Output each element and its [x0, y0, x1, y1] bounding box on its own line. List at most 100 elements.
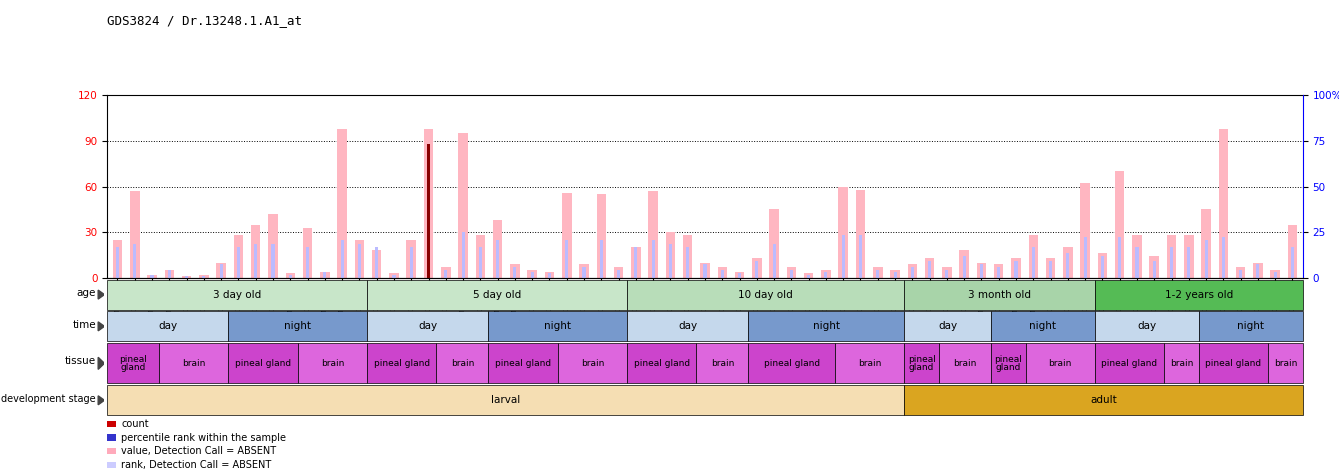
Bar	[1218, 129, 1228, 278]
Bar	[1188, 247, 1190, 278]
Bar	[427, 214, 430, 278]
Bar	[703, 264, 707, 278]
Text: value, Detection Call = ABSENT: value, Detection Call = ABSENT	[122, 446, 276, 456]
Bar	[1046, 258, 1055, 278]
Bar	[565, 240, 568, 278]
Bar	[963, 256, 965, 278]
Bar	[1268, 343, 1303, 383]
Bar	[254, 244, 257, 278]
Bar	[150, 275, 154, 278]
Bar	[458, 133, 467, 278]
Bar	[367, 311, 489, 341]
Bar	[648, 191, 657, 278]
Bar	[200, 275, 209, 278]
Bar	[323, 272, 327, 278]
Text: pineal gland: pineal gland	[374, 359, 430, 368]
Bar	[1098, 254, 1107, 278]
Bar	[372, 250, 382, 278]
Bar	[475, 235, 485, 278]
Bar	[825, 272, 828, 278]
Bar	[753, 258, 762, 278]
Bar	[928, 261, 931, 278]
Bar	[530, 272, 534, 278]
Bar	[718, 267, 727, 278]
Text: night: night	[1237, 321, 1264, 331]
Bar	[1032, 247, 1035, 278]
Bar	[1095, 280, 1303, 310]
Bar	[1101, 256, 1103, 278]
Text: brain: brain	[858, 359, 881, 368]
Text: brain: brain	[1170, 359, 1193, 368]
Bar	[1066, 254, 1070, 278]
Bar	[1063, 247, 1073, 278]
Bar	[297, 343, 367, 383]
Bar	[773, 244, 775, 278]
Bar	[1166, 235, 1176, 278]
Bar	[545, 272, 554, 278]
Bar	[1015, 261, 1018, 278]
Bar	[107, 420, 116, 427]
Bar	[358, 244, 362, 278]
Text: adult: adult	[1090, 395, 1117, 405]
Bar	[945, 270, 948, 278]
Bar	[670, 244, 672, 278]
Bar	[495, 240, 499, 278]
Bar	[167, 270, 171, 278]
Bar	[116, 247, 119, 278]
Bar	[652, 240, 655, 278]
Bar	[1205, 240, 1208, 278]
Bar	[237, 247, 240, 278]
Bar	[600, 240, 603, 278]
Text: pineal
gland: pineal gland	[119, 355, 147, 372]
Bar	[738, 273, 740, 278]
Bar	[683, 235, 692, 278]
Bar	[272, 244, 274, 278]
Bar	[1256, 264, 1260, 278]
Text: brain: brain	[1048, 359, 1073, 368]
Text: 5 day old: 5 day old	[473, 290, 521, 300]
Bar	[976, 263, 987, 278]
Bar	[842, 235, 845, 278]
Bar	[755, 261, 758, 278]
Bar	[528, 270, 537, 278]
Bar	[613, 267, 624, 278]
Bar	[1095, 343, 1164, 383]
Bar	[513, 267, 517, 278]
Bar	[375, 247, 378, 278]
Bar	[1149, 256, 1160, 278]
Text: brain: brain	[1273, 359, 1297, 368]
Bar	[410, 247, 412, 278]
Text: brain: brain	[321, 359, 344, 368]
Bar	[1133, 235, 1142, 278]
Bar	[1048, 261, 1052, 278]
Bar	[838, 187, 848, 278]
Text: brain: brain	[953, 359, 976, 368]
Bar	[355, 240, 364, 278]
Bar	[1118, 237, 1121, 278]
Text: pineal gland: pineal gland	[763, 359, 819, 368]
Bar	[873, 267, 882, 278]
Bar	[107, 280, 367, 310]
Bar	[1135, 247, 1138, 278]
Bar	[1288, 225, 1297, 278]
Bar	[1239, 270, 1243, 278]
Text: 3 day old: 3 day old	[213, 290, 261, 300]
Text: day: day	[1137, 321, 1157, 331]
Text: time: time	[72, 320, 96, 330]
Bar	[893, 272, 897, 278]
Bar	[1271, 270, 1280, 278]
Bar	[665, 232, 675, 278]
Bar	[770, 210, 779, 278]
Bar	[229, 343, 297, 383]
Text: pineal gland: pineal gland	[236, 359, 291, 368]
Bar	[821, 270, 830, 278]
Bar	[107, 448, 116, 455]
Bar	[696, 343, 749, 383]
Bar	[441, 267, 450, 278]
Bar	[720, 270, 724, 278]
Bar	[133, 244, 137, 278]
Text: brain: brain	[711, 359, 734, 368]
Bar	[250, 225, 261, 278]
Bar	[635, 247, 637, 278]
Bar	[182, 276, 191, 278]
